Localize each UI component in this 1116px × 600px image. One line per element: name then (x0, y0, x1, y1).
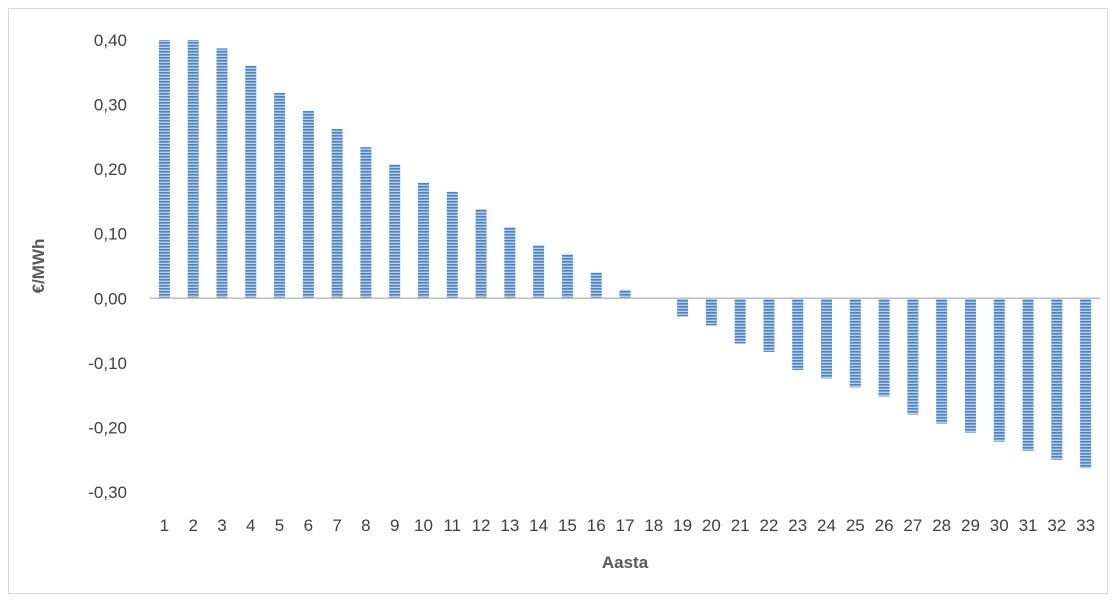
x-tick-label: 33 (1076, 516, 1095, 535)
y-axis-title: €/MWh (29, 239, 48, 294)
bar (475, 209, 487, 299)
bar (446, 191, 458, 299)
x-tick-label: 15 (558, 516, 577, 535)
bar (417, 182, 429, 299)
x-tick-label: 13 (500, 516, 519, 535)
y-tick-label: -0,30 (88, 483, 127, 502)
x-axis-title: Aasta (602, 553, 649, 572)
bar (360, 147, 372, 299)
x-tick-label: 21 (731, 516, 750, 535)
bar (389, 164, 401, 299)
x-axis-tick-labels: 1 2 3 4 5 6 7 8 9 10 11 12 13 14 15 16 17 18 19 20 21 22 23 24 2… (160, 516, 1095, 535)
bar (1022, 298, 1034, 451)
x-tick-label: 22 (759, 516, 778, 535)
bar (849, 298, 861, 388)
x-tick-label: 19 (673, 516, 692, 535)
bar (302, 111, 314, 299)
bar (216, 48, 228, 299)
x-tick-label: 24 (817, 516, 836, 535)
x-tick-label: 8 (361, 516, 370, 535)
bar-series (158, 40, 1092, 469)
bar (705, 298, 717, 326)
x-tick-label: 18 (644, 516, 663, 535)
y-tick-label: 0,20 (94, 160, 127, 179)
bar (1080, 298, 1092, 469)
x-tick-label: 25 (846, 516, 865, 535)
x-tick-label: 20 (702, 516, 721, 535)
y-axis-tick-labels: 0,40 0,30 0,20 0,10 0,00 -0,10 -0,20 -0,30 (88, 31, 127, 502)
bar (590, 272, 602, 299)
bar (792, 298, 804, 370)
bar (619, 289, 631, 299)
x-tick-label: 11 (443, 516, 461, 535)
bar (734, 298, 746, 344)
x-tick-label: 31 (1019, 516, 1038, 535)
bar (1051, 298, 1063, 460)
x-tick-label: 14 (529, 516, 548, 535)
bar (187, 40, 199, 299)
x-tick-label: 17 (616, 516, 635, 535)
bar (158, 40, 170, 299)
x-tick-label: 29 (961, 516, 980, 535)
bar (245, 65, 257, 299)
x-tick-label: 28 (932, 516, 951, 535)
x-tick-label: 32 (1047, 516, 1066, 535)
x-tick-label: 7 (332, 516, 341, 535)
x-tick-label: 1 (160, 516, 169, 535)
bar (964, 298, 976, 433)
bar (763, 298, 775, 352)
x-tick-label: 9 (390, 516, 399, 535)
y-tick-label: -0,10 (88, 354, 127, 373)
x-tick-label: 6 (304, 516, 313, 535)
bar (533, 245, 545, 299)
x-tick-label: 23 (788, 516, 807, 535)
bar (274, 92, 286, 299)
x-tick-label: 10 (414, 516, 433, 535)
x-tick-label: 16 (587, 516, 606, 535)
y-tick-label: 0,00 (94, 289, 127, 308)
bar (677, 298, 689, 317)
x-tick-label: 2 (188, 516, 197, 535)
bar (504, 227, 516, 299)
x-tick-label: 3 (217, 516, 226, 535)
bar (993, 298, 1005, 442)
bar (331, 129, 343, 299)
bar (936, 298, 948, 424)
x-tick-label: 30 (990, 516, 1009, 535)
x-tick-label: 26 (875, 516, 894, 535)
x-tick-label: 12 (472, 516, 491, 535)
y-tick-label: 0,40 (94, 31, 127, 50)
x-tick-label: 5 (275, 516, 284, 535)
bar (821, 298, 833, 379)
bar (561, 254, 573, 299)
y-tick-label: -0,20 (88, 418, 127, 437)
x-tick-label: 4 (246, 516, 255, 535)
x-tick-label: 27 (903, 516, 922, 535)
y-tick-label: 0,30 (94, 96, 127, 115)
bar (907, 298, 919, 415)
y-tick-label: 0,10 (94, 225, 127, 244)
bar (878, 298, 890, 397)
